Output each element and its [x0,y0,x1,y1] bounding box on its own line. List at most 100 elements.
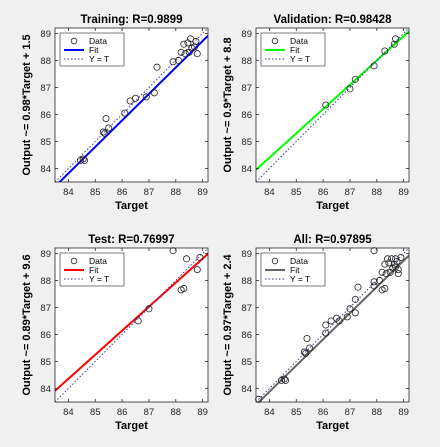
training-xtick-label: 87 [144,187,155,198]
validation-legend-label: Fit [290,45,300,55]
test-data-point [193,266,201,274]
training-ylabel: Output ~= 0.98*Target + 1.5 [21,34,33,175]
validation-fit-line [256,30,409,171]
validation-xlabel: Target [316,200,349,212]
all-axes-box [255,247,410,403]
test-ytick-label: 84 [40,384,51,395]
validation-data-point [390,40,398,48]
test-xlabel: Target [115,420,148,432]
training-subplot: 84 85 86 87 88 89 84 85 86 87 88 89 Training: R=0.98… [21,14,209,212]
training-fit-line [58,34,208,182]
all-xlabel: Target [316,420,349,432]
training-legend-label: Data [89,36,107,46]
all-data-point [370,278,378,286]
training-data-point [105,124,113,132]
test-fit-line [55,252,208,392]
training-data-point [187,35,195,43]
all-identity-line [256,248,409,402]
all-ytick-label: 86 [241,330,252,341]
all-ytick-label: 84 [241,384,252,395]
training-xtick-label: 85 [90,187,101,198]
test-xtick-label: 85 [90,407,101,418]
training-xlabel: Target [115,200,148,212]
validation-ytick-label: 87 [241,83,252,94]
test-xtick-label: 88 [171,407,182,418]
training-data-point [181,50,189,58]
all-legend-data-marker [271,257,279,265]
validation-legend-label: Y = T [290,54,310,64]
all-data-point [375,276,383,284]
test-xtick-label: 84 [63,407,74,418]
test-data-point [134,317,142,325]
test-data-point [183,255,191,263]
all-ytick-label: 87 [241,303,252,314]
all-ytick-label: 89 [241,249,252,260]
validation-legend-data-marker [271,37,279,45]
all-data-point [351,309,359,317]
training-data-point [121,109,129,117]
test-xtick-label: 89 [197,407,208,418]
all-data-point [282,376,290,384]
training-data-point [99,128,107,136]
test-ytick-label: 88 [40,276,51,287]
test-ytick-label: 89 [40,249,51,260]
validation-xtick-label: 86 [318,187,329,198]
training-ytick-label: 85 [40,137,51,148]
validation-data-point [322,101,330,109]
test-data-point [180,285,188,293]
validation-data-point [346,85,354,93]
training-ytick-label: 88 [40,56,51,67]
training-xtick-label: 86 [117,187,128,198]
test-xtick-label: 87 [144,407,155,418]
all-data-point [354,283,362,291]
training-title: Training: R=0.9899 [81,14,183,26]
test-ylabel: Output ~= 0.89*Target + 9.6 [21,254,33,395]
all-data-point [394,270,402,278]
test-legend-label: Y = T [89,274,109,284]
all-legend-label: Data [290,256,308,266]
all-data-point [382,270,390,278]
training-data-point [132,94,140,102]
all-legend-label: Fit [290,265,300,275]
training-data-point [174,56,182,64]
all-data-point [280,375,288,383]
all-xtick-label: 87 [345,407,356,418]
all-xtick-label: 89 [398,407,409,418]
validation-legend-label: Data [290,36,308,46]
validation-ylabel: Output ~= 0.9*Target + 8.8 [222,37,234,172]
all-data-point [327,317,335,325]
all-ytick-label: 88 [241,276,252,287]
all-data-point [343,313,351,321]
test-title: Test: R=0.76997 [88,234,174,246]
all-ylabel: Output ~= 0.97*Target + 2.4 [222,253,234,395]
test-legend-data-marker [70,257,78,265]
test-identity-line [55,248,208,402]
validation-ytick-label: 84 [241,164,252,175]
all-subplot: 84 85 86 87 88 89 84 85 86 87 88 89 All: R=0.97895 Ta… [222,234,410,432]
training-data-point [193,50,201,58]
test-axes-box [54,247,209,403]
test-data-point [145,305,153,313]
all-data-point [384,255,392,263]
training-legend-data-marker [70,37,78,45]
all-data-point [303,335,311,343]
all-data-point [300,348,308,356]
training-legend-label: Fit [89,45,99,55]
test-legend-label: Data [89,256,107,266]
validation-xtick-label: 85 [291,187,302,198]
validation-xtick-label: 88 [372,187,383,198]
test-ytick-label: 85 [40,357,51,368]
all-data-point [378,268,386,276]
all-data-point [370,282,378,290]
all-data-point [381,260,389,268]
validation-identity-line [256,28,409,182]
validation-xtick-label: 89 [398,187,409,198]
training-data-point [102,115,110,123]
training-ytick-label: 84 [40,164,51,175]
test-ytick-label: 87 [40,303,51,314]
training-axes-box [54,27,209,183]
all-data-point [397,253,405,261]
training-data-point [153,63,161,71]
